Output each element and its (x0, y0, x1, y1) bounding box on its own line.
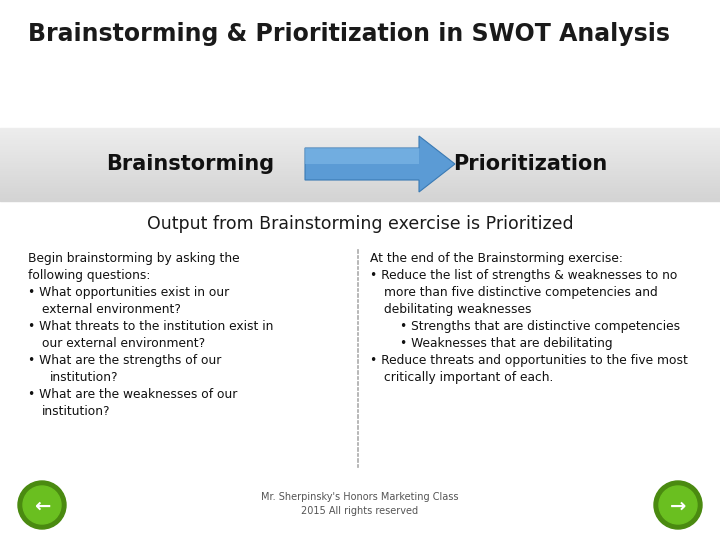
Bar (0, 198, 720, 199)
Bar (0, 140, 720, 141)
Bar (0, 166, 720, 168)
Bar (0, 199, 720, 200)
Bar (0, 175, 720, 177)
Text: Begin brainstorming by asking the: Begin brainstorming by asking the (28, 252, 240, 265)
Bar (0, 152, 720, 154)
Bar (0, 128, 720, 130)
Text: debilitating weaknesses: debilitating weaknesses (384, 303, 531, 316)
Text: critically important of each.: critically important of each. (384, 371, 554, 384)
Bar (0, 183, 720, 185)
Bar (0, 182, 720, 184)
Bar (0, 150, 720, 151)
Bar (0, 191, 720, 192)
Bar (0, 158, 720, 160)
Bar (0, 180, 720, 181)
Text: • Strengths that are distinctive competencies: • Strengths that are distinctive compete… (400, 320, 680, 333)
Text: ←: ← (34, 496, 50, 516)
Text: our external environment?: our external environment? (42, 337, 205, 350)
Bar (0, 176, 720, 178)
Bar (0, 178, 720, 180)
Bar (0, 141, 720, 143)
Text: At the end of the Brainstorming exercise:: At the end of the Brainstorming exercise… (370, 252, 623, 265)
Circle shape (654, 481, 702, 529)
Text: external environment?: external environment? (42, 303, 181, 316)
Bar (0, 133, 720, 134)
Bar (0, 186, 720, 187)
Bar (0, 171, 720, 173)
Bar (0, 195, 720, 197)
Bar (0, 165, 720, 167)
Bar (0, 187, 720, 188)
Text: Mr. Sherpinsky's Honors Marketing Class
2015 All rights reserved: Mr. Sherpinsky's Honors Marketing Class … (261, 492, 459, 516)
Bar (0, 146, 720, 148)
Polygon shape (305, 148, 419, 164)
Bar (0, 132, 720, 133)
Bar (0, 129, 720, 131)
Bar (0, 160, 720, 162)
Bar (0, 145, 720, 146)
Bar (0, 134, 720, 136)
Bar (0, 189, 720, 191)
Bar (0, 170, 720, 172)
Text: following questions:: following questions: (28, 269, 150, 282)
Bar (0, 143, 720, 144)
Text: • Reduce the list of strengths & weaknesses to no: • Reduce the list of strengths & weaknes… (370, 269, 678, 282)
Text: • What are the weaknesses of our: • What are the weaknesses of our (28, 388, 238, 401)
Bar (0, 197, 720, 198)
Bar (0, 172, 720, 174)
Bar (0, 151, 720, 152)
Bar (0, 135, 720, 137)
Bar (0, 157, 720, 159)
Bar (0, 159, 720, 161)
Circle shape (23, 486, 61, 524)
Bar (0, 164, 720, 166)
Text: • Weaknesses that are debilitating: • Weaknesses that are debilitating (400, 337, 613, 350)
Bar (0, 139, 720, 140)
Text: more than five distinctive competencies and: more than five distinctive competencies … (384, 286, 658, 299)
Bar (0, 148, 720, 150)
Bar (0, 163, 720, 165)
Text: Output from Brainstorming exercise is Prioritized: Output from Brainstorming exercise is Pr… (147, 215, 573, 233)
Text: Brainstorming & Prioritization in SWOT Analysis: Brainstorming & Prioritization in SWOT A… (28, 22, 670, 46)
Bar (0, 154, 720, 156)
Text: • What threats to the institution exist in: • What threats to the institution exist … (28, 320, 274, 333)
Bar (0, 193, 720, 194)
Text: Brainstorming: Brainstorming (106, 154, 274, 174)
Bar (0, 138, 720, 139)
Bar (0, 181, 720, 183)
Bar (0, 153, 720, 155)
Bar (0, 161, 720, 163)
Bar (0, 169, 720, 171)
Text: institution?: institution? (50, 371, 119, 384)
Bar (0, 167, 720, 170)
Circle shape (18, 481, 66, 529)
Text: →: → (670, 496, 686, 516)
Bar (0, 137, 720, 138)
Bar (0, 194, 720, 195)
Bar (0, 192, 720, 193)
Circle shape (659, 486, 697, 524)
Bar (0, 130, 720, 132)
Bar (0, 144, 720, 145)
Bar (0, 188, 720, 190)
Text: institution?: institution? (42, 405, 110, 418)
Bar (0, 147, 720, 149)
Text: • What opportunities exist in our: • What opportunities exist in our (28, 286, 229, 299)
Bar (0, 177, 720, 179)
Polygon shape (305, 136, 455, 192)
Bar (0, 156, 720, 157)
Text: • Reduce threats and opportunities to the five most: • Reduce threats and opportunities to th… (370, 354, 688, 367)
Bar (0, 173, 720, 176)
Text: • What are the strengths of our: • What are the strengths of our (28, 354, 221, 367)
Text: Prioritization: Prioritization (453, 154, 607, 174)
Bar (0, 184, 720, 186)
